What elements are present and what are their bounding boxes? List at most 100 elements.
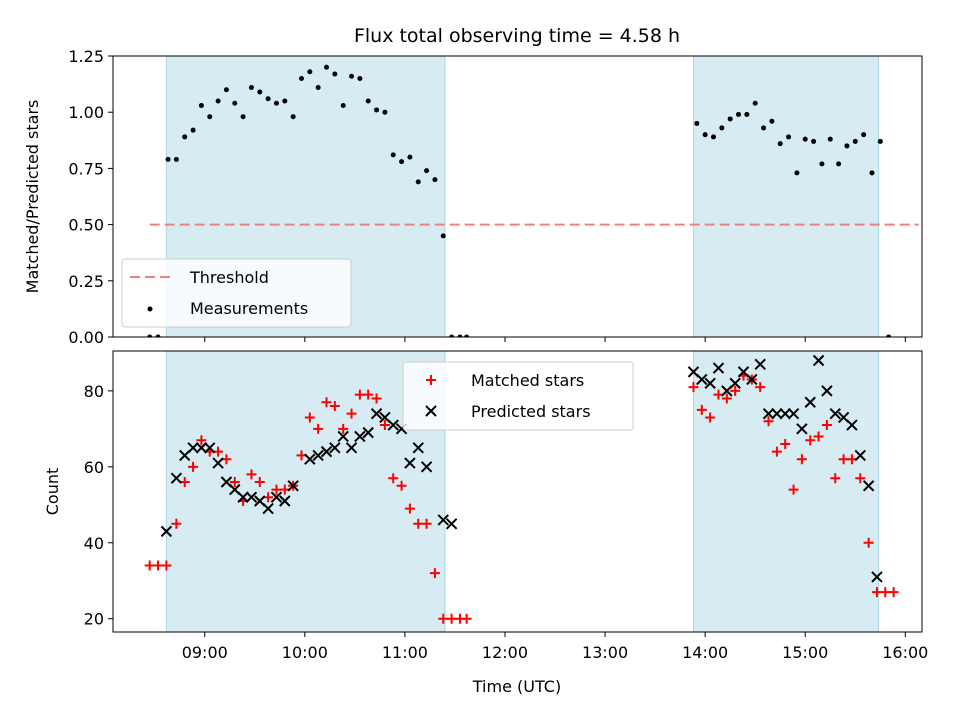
data-point — [744, 111, 750, 117]
data-point — [780, 439, 791, 450]
legend-handle-x — [425, 405, 437, 417]
data-point — [871, 587, 882, 598]
legend-label: Matched stars — [471, 371, 584, 390]
x-tick-label: 10:00 — [282, 643, 328, 662]
data-point — [362, 426, 374, 439]
data-point — [246, 469, 257, 480]
data-point — [346, 408, 357, 419]
data-point — [821, 385, 833, 397]
data-point — [262, 502, 274, 515]
data-point — [282, 98, 288, 104]
data-point — [705, 412, 716, 423]
legend-handle-dot — [147, 306, 153, 312]
legend-box — [121, 258, 352, 328]
data-point — [182, 134, 188, 140]
data-point — [396, 480, 407, 491]
data-point — [794, 170, 800, 176]
data-point — [769, 118, 775, 124]
data-point — [307, 69, 313, 75]
data-point — [324, 64, 330, 70]
data-point — [802, 136, 808, 142]
data-point — [337, 430, 349, 443]
data-point — [888, 587, 899, 598]
y-tick-label: 20 — [84, 610, 104, 629]
legend-box — [402, 361, 634, 431]
plot-area — [144, 351, 899, 632]
x-tick-label: 16:00 — [882, 643, 928, 662]
data-point — [429, 568, 440, 579]
x-tick-label: 11:00 — [382, 643, 428, 662]
x-tick-label: 09:00 — [182, 643, 228, 662]
data-point — [712, 362, 725, 374]
data-point — [254, 477, 265, 488]
data-point — [445, 518, 458, 530]
data-point — [438, 613, 449, 624]
data-point — [240, 114, 246, 120]
data-point — [304, 453, 316, 465]
data-point — [173, 156, 179, 162]
y-tick-label: 1.00 — [68, 103, 104, 122]
data-point — [160, 525, 173, 538]
axes-frame — [112, 55, 923, 338]
data-point — [846, 419, 858, 431]
data-point — [399, 159, 405, 165]
data-point — [704, 377, 716, 389]
data-point — [696, 373, 708, 386]
data-point — [147, 334, 153, 337]
data-point — [387, 419, 399, 431]
data-point — [432, 177, 438, 183]
data-point — [340, 102, 346, 108]
data-point — [771, 407, 783, 420]
data-point — [702, 132, 708, 138]
data-point — [762, 407, 775, 420]
data-point — [171, 518, 182, 529]
data-point — [830, 473, 841, 484]
data-point — [763, 416, 774, 427]
data-point — [374, 107, 380, 113]
data-point — [461, 613, 472, 624]
data-point — [855, 473, 866, 484]
legend-label: Predicted stars — [471, 402, 591, 421]
data-point — [420, 461, 433, 473]
data-point — [245, 491, 258, 503]
x-tick-label: 12:00 — [482, 643, 528, 662]
data-point — [290, 114, 296, 120]
data-point — [761, 125, 767, 131]
data-point — [248, 84, 254, 90]
data-point — [877, 138, 883, 144]
data-point — [412, 442, 424, 454]
data-point — [413, 518, 424, 529]
data-point — [354, 389, 365, 400]
data-point — [187, 442, 199, 454]
data-point — [279, 495, 291, 507]
data-point — [863, 537, 874, 548]
data-point — [312, 449, 324, 462]
legend: Threshold Measurements — [121, 258, 352, 328]
data-point — [404, 457, 416, 469]
data-point — [771, 446, 782, 457]
data-point — [746, 373, 758, 386]
data-point — [449, 334, 455, 337]
y-tick-label: 80 — [84, 382, 104, 401]
data-point — [752, 100, 758, 106]
data-point — [379, 420, 390, 431]
data-point — [298, 75, 304, 81]
data-point — [371, 393, 382, 404]
data-point — [407, 154, 413, 160]
data-point — [886, 334, 892, 337]
data-point — [237, 491, 249, 503]
data-point — [212, 457, 224, 469]
data-point — [265, 96, 271, 102]
y-axis-label: Count — [43, 468, 62, 516]
data-point — [869, 170, 875, 176]
data-point — [804, 396, 816, 408]
data-point — [719, 125, 725, 131]
data-point — [786, 134, 792, 140]
data-point — [827, 136, 833, 142]
data-point — [207, 114, 213, 120]
y-axis-label: Matched/Predicted stars — [23, 100, 42, 294]
data-point — [215, 98, 221, 104]
data-point — [464, 334, 470, 337]
legend-label: Threshold — [189, 268, 269, 287]
data-point — [710, 134, 716, 140]
